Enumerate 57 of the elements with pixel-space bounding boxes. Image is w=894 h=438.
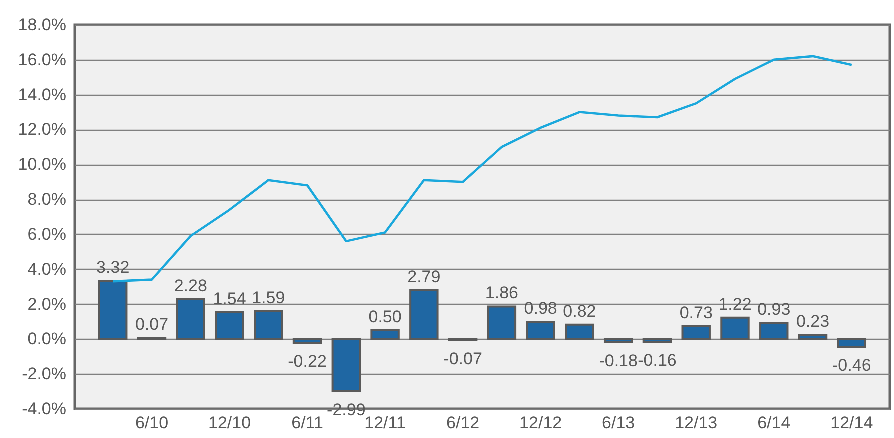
bar bbox=[487, 306, 517, 340]
bar bbox=[370, 329, 400, 340]
x-tick-label: 6/11 bbox=[292, 414, 324, 432]
y-tick-label: -2.0% bbox=[22, 364, 66, 384]
bar bbox=[682, 325, 711, 340]
data-label: 0.98 bbox=[524, 299, 558, 318]
x-tick-label: 12/14 bbox=[830, 414, 874, 432]
data-label: 1.54 bbox=[213, 289, 246, 308]
data-label: 0.93 bbox=[758, 300, 791, 319]
data-label: 2.79 bbox=[408, 267, 441, 286]
data-label: -0.46 bbox=[832, 356, 872, 376]
x-tick-label: 6/12 bbox=[446, 414, 480, 432]
y-tick-label: 10.0% bbox=[18, 155, 66, 174]
bar bbox=[176, 298, 206, 340]
y-tick-label: 0.0% bbox=[28, 330, 66, 349]
data-label: 1.86 bbox=[485, 284, 518, 303]
y-tick-label: 8.0% bbox=[28, 190, 66, 210]
x-tick-label: 12/10 bbox=[208, 414, 252, 432]
y-tick-label: 12.0% bbox=[18, 120, 66, 140]
data-label: -0.07 bbox=[444, 349, 482, 368]
data-label: 0.82 bbox=[563, 302, 596, 321]
bar bbox=[410, 289, 439, 340]
x-tick-label: 6/14 bbox=[758, 414, 791, 432]
bar bbox=[720, 316, 750, 340]
y-tick-label: 4.0% bbox=[28, 260, 66, 279]
y-tick-label: 14.0% bbox=[18, 85, 66, 104]
bar bbox=[760, 322, 789, 340]
bar bbox=[98, 280, 128, 340]
x-tick-label: 6/13 bbox=[602, 414, 636, 432]
data-label: 0.07 bbox=[135, 314, 169, 334]
bar bbox=[604, 338, 634, 344]
bar bbox=[292, 338, 322, 344]
y-tick-label: 6.0% bbox=[28, 224, 66, 244]
bar bbox=[642, 338, 672, 343]
y-tick-label: 2.0% bbox=[28, 294, 66, 314]
data-label: 0.50 bbox=[368, 307, 402, 326]
bar bbox=[837, 338, 867, 348]
x-tick-label: 12/13 bbox=[675, 414, 718, 432]
y-tick-label: -4.0% bbox=[22, 400, 66, 418]
data-label: 0.73 bbox=[680, 303, 713, 322]
bar bbox=[254, 310, 284, 340]
bar bbox=[215, 311, 244, 340]
x-tick-label: 12/12 bbox=[520, 414, 562, 432]
data-label: -0.18 bbox=[599, 351, 638, 370]
y-tick-label: 16.0% bbox=[18, 50, 66, 70]
data-label: -0.16 bbox=[638, 350, 677, 370]
data-label: -0.22 bbox=[288, 352, 327, 372]
x-tick-label: 6/10 bbox=[135, 414, 169, 432]
x-tick-label: 12/11 bbox=[364, 414, 406, 432]
bar bbox=[798, 334, 828, 340]
data-label: 0.23 bbox=[796, 312, 830, 332]
data-label: 1.59 bbox=[252, 288, 286, 308]
y-tick-label: 18.0% bbox=[18, 16, 66, 34]
bar bbox=[332, 338, 362, 392]
bar bbox=[565, 324, 594, 340]
bar bbox=[526, 321, 556, 340]
data-label: 2.28 bbox=[174, 276, 208, 296]
